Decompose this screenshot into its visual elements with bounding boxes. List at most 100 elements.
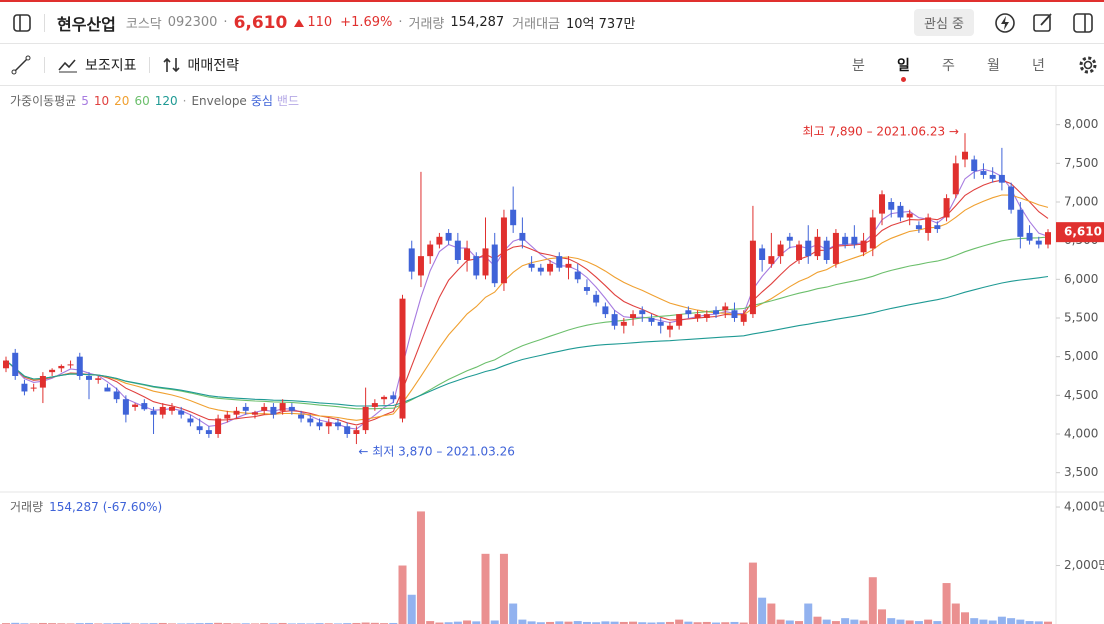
candle-body — [925, 217, 932, 233]
candle-body — [768, 256, 775, 264]
code: 092300 — [167, 15, 218, 30]
period-tab[interactable]: 년 — [1032, 57, 1045, 74]
volume-bar — [1034, 621, 1043, 624]
period-tab[interactable]: 일 — [881, 55, 926, 82]
strategy-icon[interactable] — [162, 56, 184, 74]
candle-body — [786, 236, 793, 241]
candle-body — [639, 310, 646, 315]
candle-body — [648, 318, 655, 322]
y-tick-label: 8,000 — [1064, 117, 1098, 131]
volume-bar — [933, 621, 942, 624]
candle-body — [371, 403, 378, 407]
candle-body — [749, 240, 756, 315]
indicators[interactable]: 보조지표 — [85, 57, 137, 74]
strategy[interactable]: 매매전략 — [187, 57, 240, 74]
candle-body — [288, 406, 295, 411]
candle-body — [943, 198, 950, 218]
candle-body — [620, 321, 627, 326]
candle-body — [242, 406, 249, 411]
candle-body — [703, 314, 710, 318]
edit-icon[interactable] — [1032, 12, 1054, 34]
ma-period: 60 — [134, 94, 149, 108]
candle-body — [583, 287, 590, 291]
candle-body — [39, 376, 46, 388]
volume-bar — [776, 619, 785, 624]
flash-icon[interactable] — [994, 12, 1016, 34]
period-tab[interactable]: 주 — [942, 57, 955, 74]
volume-bar — [158, 622, 167, 624]
candle-body — [814, 236, 821, 257]
volume-bar — [850, 619, 859, 624]
candle-body — [547, 263, 554, 272]
volume-bar — [499, 553, 508, 624]
settings-icon[interactable] — [1077, 54, 1099, 76]
candle-body — [122, 399, 129, 415]
sidebar-icon[interactable] — [12, 13, 32, 33]
volume-bar — [795, 621, 804, 624]
candle-body — [381, 396, 388, 400]
stock-name: 현우산업 — [57, 14, 116, 34]
volume-bar — [748, 562, 757, 624]
candle-body — [159, 406, 166, 415]
y-tick-label: 5,000 — [1064, 349, 1098, 363]
candle-body — [233, 410, 240, 415]
vol-tick-label: 2,000만 — [1064, 558, 1104, 572]
amount: 10억 737만 — [566, 17, 636, 32]
period-tab[interactable]: 분 — [852, 57, 865, 74]
volume-bar — [997, 616, 1006, 624]
volume-label: 거래량 — [408, 17, 445, 32]
candle-body — [408, 248, 415, 272]
volume-bar — [472, 621, 481, 624]
y-tick-label: 6,000 — [1064, 272, 1098, 286]
volume-bar — [804, 603, 813, 624]
candle-body — [989, 174, 996, 179]
candle-body — [915, 225, 922, 230]
ma-legend: 가중이동평균 5 10 20 60 120 · Envelope 중심 밴드 — [10, 94, 299, 108]
volume-bar — [739, 622, 748, 624]
volume-bar — [435, 622, 444, 624]
indicator-icon[interactable] — [57, 56, 79, 74]
volume-bar — [564, 621, 573, 624]
candle-body — [473, 256, 480, 276]
candle-body — [998, 174, 1005, 183]
watch-button[interactable]: 관심 중 — [913, 9, 974, 36]
panel-icon[interactable] — [1072, 12, 1094, 34]
candle-body — [362, 406, 369, 431]
candle-body — [500, 217, 507, 284]
market: 코스닥 — [125, 17, 162, 32]
candle-body — [796, 244, 803, 260]
volume-bar — [407, 594, 416, 624]
volume-bar — [582, 621, 591, 624]
volume-bar — [416, 511, 425, 624]
candle-body — [962, 151, 969, 160]
candle-body — [491, 244, 498, 284]
volume-bar — [610, 621, 619, 624]
candle-body — [132, 404, 139, 407]
volume-bar — [822, 619, 831, 624]
high-note: 최고 7,890 – 2021.06.23 → — [803, 125, 959, 139]
volume-bar — [656, 622, 665, 624]
change-pct: +1.69% — [340, 15, 393, 30]
chart: 3,5004,0004,5005,0005,5006,0006,5007,000… — [0, 86, 1104, 624]
draw-icon[interactable] — [10, 54, 32, 76]
envelope-center: 중심 — [251, 94, 273, 108]
volume-bar — [629, 621, 638, 624]
candle-body — [150, 410, 157, 415]
candle-body — [759, 248, 766, 260]
candle-body — [49, 369, 56, 373]
candle-body — [21, 383, 28, 392]
volume-bar — [11, 622, 20, 624]
period-tab[interactable]: 월 — [987, 57, 1000, 74]
volume-bar — [693, 622, 702, 624]
header: 현우산업 코스닥 092300 · 6,610 110 +1.69% · 거래량… — [0, 0, 1104, 44]
candle-body — [934, 225, 941, 230]
candle-body — [205, 430, 212, 434]
candle-body — [906, 213, 913, 218]
volume-bar — [988, 620, 997, 624]
volume-bar — [555, 621, 564, 624]
volume-bar — [573, 621, 582, 624]
volume-bar — [536, 622, 545, 624]
ma-period: 20 — [114, 94, 129, 108]
volume-bar — [951, 603, 960, 624]
